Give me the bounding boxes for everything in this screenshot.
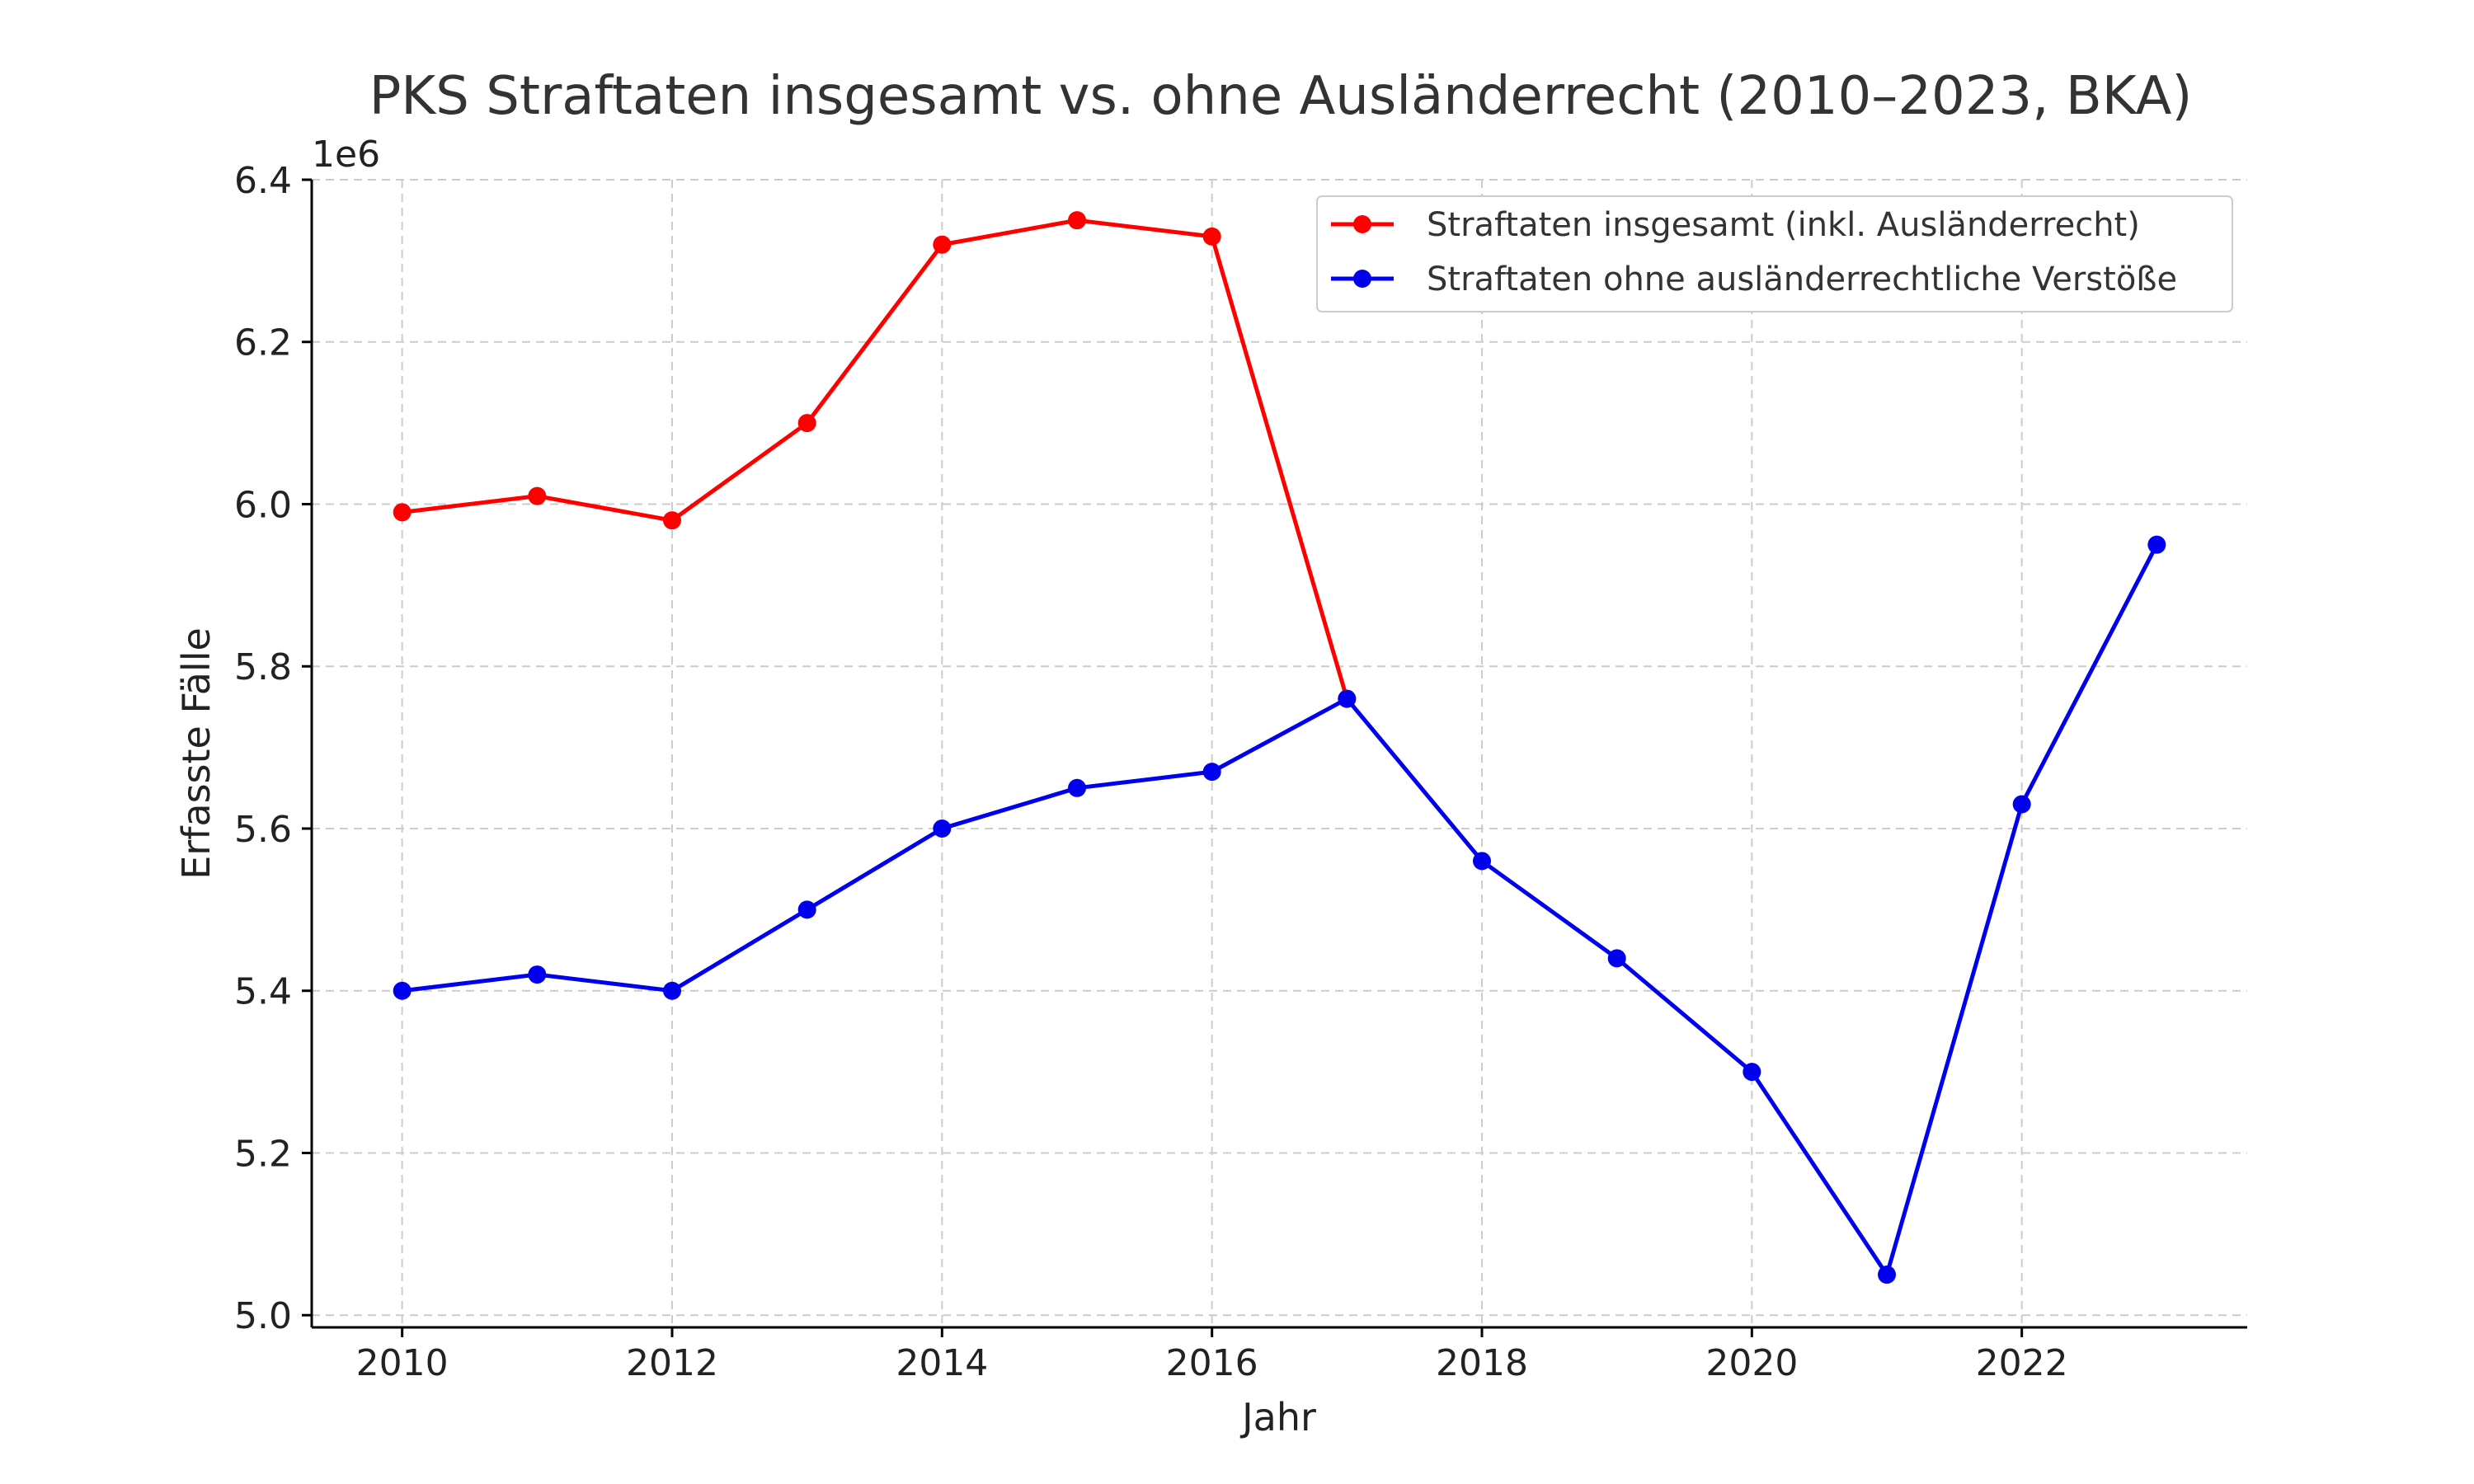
- ticks: 2010 2012 2014 2016 2018 2020 2022 5.0 5.2 5.4 5.6…: [234, 160, 2068, 1384]
- series-2-point: [933, 819, 952, 838]
- x-tick-label: 2012: [626, 1342, 718, 1384]
- y-tick-label: 5.8: [234, 646, 292, 688]
- series-2-point: [797, 900, 816, 919]
- y-tick-label: 5.6: [234, 809, 292, 851]
- series-2-point: [1067, 778, 1086, 797]
- series-2-point: [1607, 949, 1626, 968]
- series-1-point: [933, 235, 952, 254]
- series-2-line: [402, 543, 2159, 1277]
- series-2-point: [1473, 852, 1492, 871]
- y-tick-label: 6.2: [234, 322, 292, 364]
- series-2-point: [2012, 795, 2031, 814]
- series-2-point: [528, 965, 547, 984]
- series-1-point: [528, 486, 547, 505]
- x-tick-label: 2022: [1976, 1342, 2068, 1384]
- x-tick-label: 2010: [356, 1342, 449, 1384]
- y-axis-offset-label: 1e6: [312, 134, 380, 176]
- x-tick-label: 2016: [1166, 1342, 1258, 1384]
- series-2-point: [393, 981, 412, 1000]
- y-tick-label: 6.0: [234, 484, 292, 526]
- x-tick-label: 2014: [896, 1342, 988, 1384]
- series-1-point: [797, 414, 816, 433]
- x-axis-label: Jahr: [1239, 1395, 1316, 1439]
- series-2: [393, 535, 2166, 1284]
- series: [393, 211, 2166, 1284]
- grid: [312, 179, 2247, 1327]
- series-2-point: [1338, 689, 1357, 708]
- series-2-point: [1202, 763, 1221, 782]
- y-tick-label: 6.4: [234, 160, 292, 202]
- series-1-point: [1202, 227, 1221, 246]
- y-tick-label: 5.2: [234, 1133, 292, 1175]
- series-1-line: [402, 218, 1349, 700]
- legend-box: [1316, 195, 2233, 312]
- x-tick-label: 2020: [1705, 1342, 1798, 1384]
- series-1-point: [1067, 211, 1086, 230]
- legend-label-series-1: Straftaten insgesamt (inkl. Ausländerrec…: [1427, 206, 2140, 244]
- series-1-point: [662, 511, 681, 530]
- x-tick-label: 2018: [1436, 1342, 1528, 1384]
- series-1-point: [393, 503, 412, 522]
- y-tick-label: 5.4: [234, 971, 292, 1013]
- legend-label-series-2: Straftaten ohne ausländerrechtliche Vers…: [1427, 261, 2177, 298]
- legend-marker-series-2: [1353, 270, 1371, 288]
- y-tick-label: 5.0: [234, 1295, 292, 1337]
- series-2-point: [2147, 535, 2166, 554]
- y-axis-label: Erfasste Fälle: [174, 627, 219, 880]
- axes: [310, 180, 2247, 1329]
- legend-marker-series-1: [1353, 215, 1371, 233]
- legend: Straftaten insgesamt (inkl. Ausländerrec…: [1316, 195, 2233, 312]
- series-2-point: [1743, 1063, 1761, 1082]
- series-2-point: [662, 981, 681, 1000]
- chart-title: PKS Straftaten insgesamt vs. ohne Auslän…: [369, 66, 2193, 127]
- series-2-point: [1878, 1266, 1897, 1284]
